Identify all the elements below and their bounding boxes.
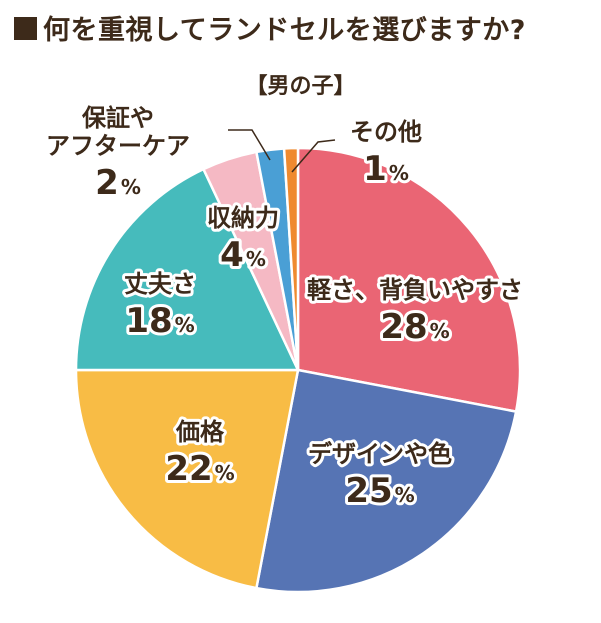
- leader-line: [291, 139, 336, 173]
- pie-slice: [254, 368, 518, 594]
- slice-label-name: 丈夫さ: [124, 270, 196, 298]
- slice-label-name: デザインや色: [308, 440, 452, 468]
- slice-label-name: その他: [350, 118, 422, 146]
- slice-label-name: 軽さ、背負いやすさ: [307, 276, 523, 304]
- pie-slice: [74, 167, 300, 372]
- slice-label-percent: 4%: [220, 235, 266, 275]
- pie-slice: [282, 146, 300, 371]
- slice-label-name: 保証や: [81, 104, 154, 132]
- chart-subtitle: 【男の子】: [245, 74, 356, 99]
- slice-label-percent: 28%: [380, 307, 449, 347]
- chart-title: 何を重視してランドセルを選びますか?: [14, 8, 526, 47]
- slice-label-percent: 2%: [95, 163, 141, 203]
- leader-lines: [228, 129, 336, 173]
- slice-labels: 軽さ、背負いやすさ 28 % デザインや色 25 % 価格 22 % 丈夫さ 18 % 収納力 4 % 保証や…: [43, 101, 526, 514]
- leader-line: [228, 129, 271, 161]
- slice-label-name: アフターケア: [46, 132, 190, 160]
- slice-label-name: 価格: [175, 418, 225, 446]
- pie-slice: [296, 146, 522, 414]
- chart-title-text: 何を重視してランドセルを選びますか?: [43, 15, 526, 46]
- pie-slice: [74, 368, 300, 590]
- slice-label-percent: 1%: [363, 149, 409, 189]
- pie-slices: [74, 146, 522, 594]
- slice-label-percent: 22%: [165, 449, 234, 489]
- title-square-icon: [14, 17, 37, 40]
- slice-label-percent: 25%: [345, 471, 414, 511]
- slice-label-percent: 18%: [125, 301, 194, 341]
- slice-label-name: 収納力: [207, 204, 279, 232]
